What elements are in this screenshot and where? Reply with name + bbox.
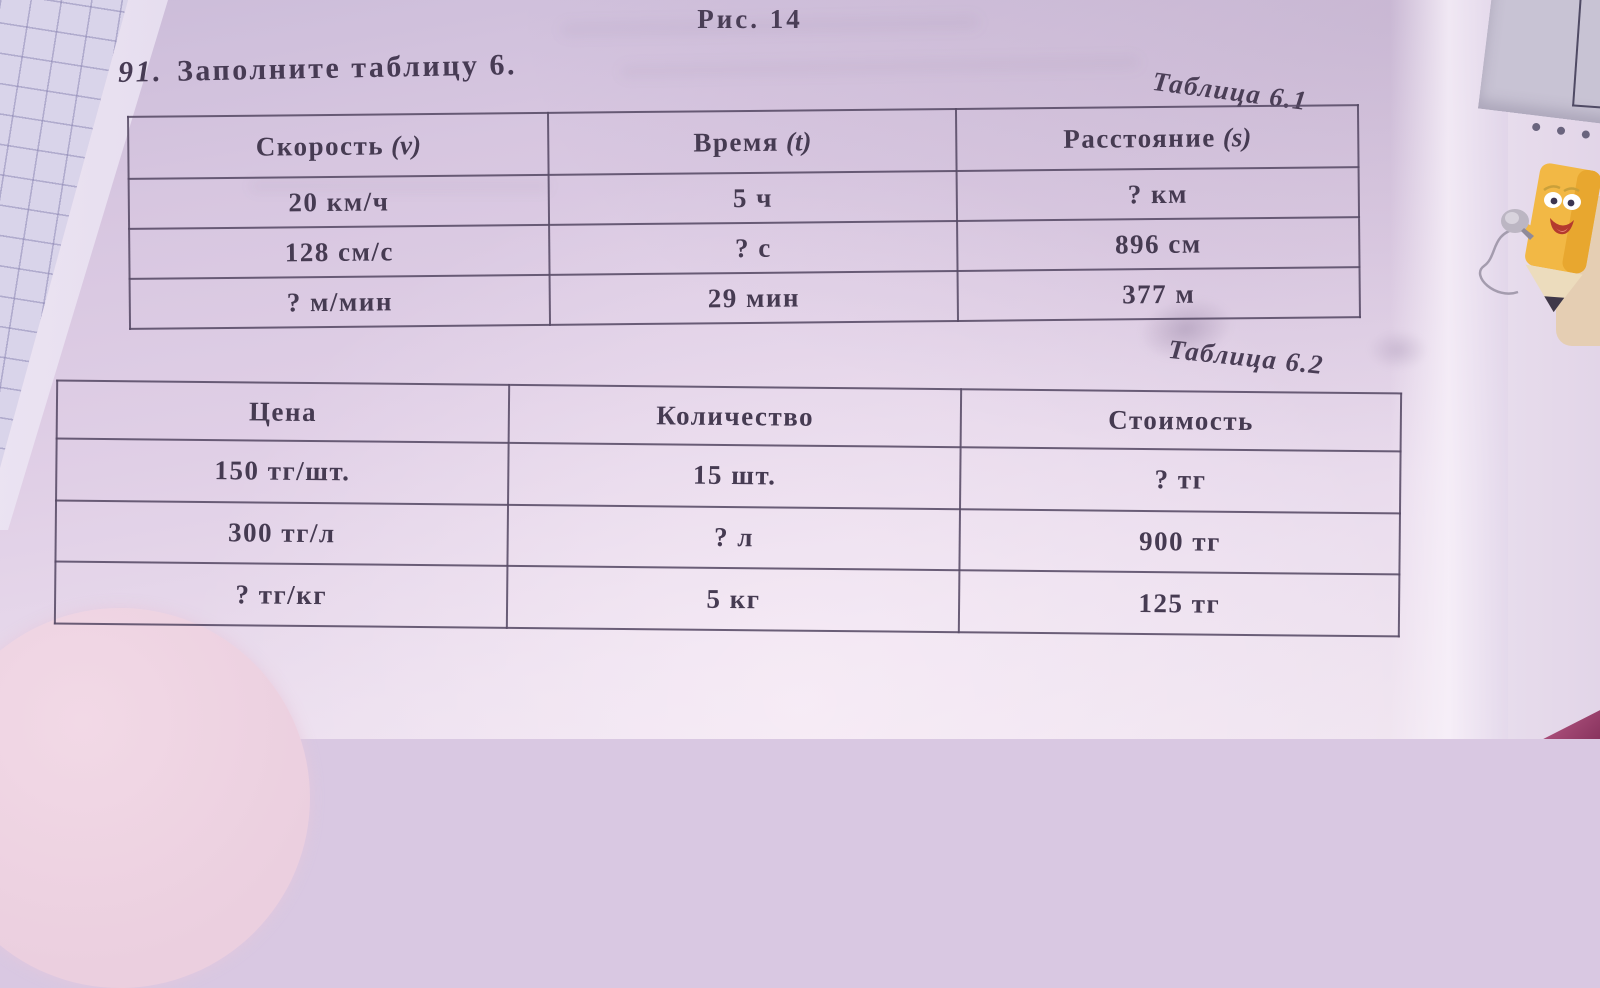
column-header-quantity: Количество — [508, 384, 962, 448]
underlying-page — [1508, 0, 1600, 739]
column-header-distance: Расстояние (s) — [956, 105, 1359, 171]
page-curl-shading — [1390, 0, 1520, 739]
table-cell: ? тг/кг — [54, 561, 508, 628]
table-cell: ? тг — [960, 447, 1401, 514]
table-cell: ? км — [956, 167, 1360, 221]
table-cell: 900 тг — [959, 508, 1400, 575]
table-cell: ? л — [507, 504, 961, 571]
task-text: Заполните таблицу 6. — [176, 48, 518, 88]
table-cell: 300 тг/л — [55, 500, 509, 567]
table-cell: 125 тг — [959, 570, 1400, 637]
table-6-1: Скорость (v) Время (t) Расстояние (s) 20 км… — [127, 104, 1361, 330]
column-header-price: Цена — [56, 380, 510, 443]
page-stain — [1368, 330, 1428, 370]
table-cell: 128 см/с — [129, 224, 550, 279]
pencil-mascot-icon — [1478, 163, 1600, 313]
table-cell: 20 км/ч — [128, 174, 550, 229]
table-row: ? м/мин 29 мин 377 м — [129, 267, 1360, 329]
column-header-cost: Стоимость — [961, 389, 1402, 452]
photo-background — [0, 0, 1600, 739]
task-number: 91. — [117, 54, 164, 89]
table-cell: 377 м — [957, 267, 1360, 321]
table-header-row: Скорость (v) Время (t) Расстояние (s) — [128, 105, 1359, 179]
table-cell: 15 шт. — [508, 442, 962, 509]
column-header-time: Время (t) — [548, 108, 957, 175]
column-header-speed: Скорость (v) — [128, 112, 549, 179]
figure-caption: Рис. 14 — [697, 4, 803, 34]
show-through-smudge — [250, 180, 550, 192]
table-cell: ? с — [549, 220, 958, 275]
table-cell: ? м/мин — [129, 274, 551, 329]
table-6-2: Цена Количество Стоимость 150 тг/шт. 15 … — [54, 380, 1402, 638]
table-cell: 5 кг — [507, 566, 960, 633]
table-cell: 896 см — [957, 217, 1360, 271]
table-row: ? тг/кг 5 кг 125 тг — [54, 561, 1400, 637]
table-cell: 29 мин — [549, 270, 959, 325]
table-cell: 5 ч — [548, 170, 958, 225]
table-cell: 150 тг/шт. — [56, 438, 509, 505]
